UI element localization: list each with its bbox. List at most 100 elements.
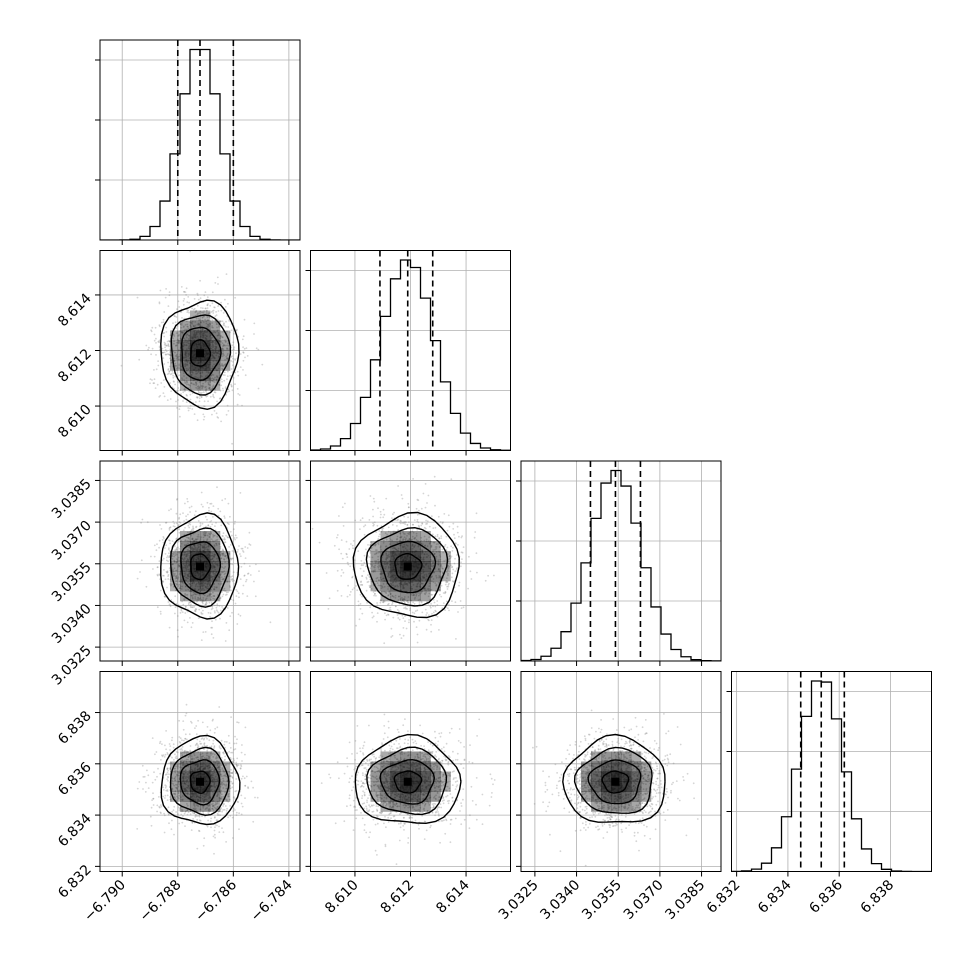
sample-point [227, 326, 230, 328]
sample-point [221, 364, 224, 367]
sample-point [189, 398, 192, 401]
sample-point [374, 564, 376, 567]
sample-point [201, 328, 204, 331]
density-cell [440, 571, 451, 582]
sample-point [344, 502, 346, 505]
sample-point [223, 374, 226, 376]
sample-point [218, 374, 221, 377]
sample-point [207, 312, 210, 315]
sample-point [206, 501, 209, 504]
sample-point [164, 578, 167, 581]
sample-point [243, 777, 246, 780]
sample-point [210, 593, 213, 595]
sample-point [189, 521, 192, 524]
sample-point [170, 508, 172, 511]
sample-point [206, 749, 209, 752]
sample-point [409, 531, 411, 534]
sample-point [218, 531, 221, 533]
sample-point [178, 736, 181, 738]
sample-point [178, 521, 181, 523]
sample-point [447, 584, 450, 586]
sample-point [161, 347, 164, 350]
sample-point [171, 787, 174, 790]
sample-point [231, 611, 233, 614]
sample-point [218, 372, 221, 375]
sample-point [399, 532, 401, 534]
sample-point [212, 312, 215, 314]
panel-frame [99, 460, 301, 662]
sample-point [173, 381, 175, 383]
sample-point [196, 313, 199, 316]
sample-point [199, 279, 202, 282]
sample-point [159, 610, 162, 613]
sample-point [451, 566, 453, 569]
sample-point [170, 330, 173, 332]
sample-point [174, 577, 177, 580]
sample-point [248, 543, 251, 545]
sample-point [435, 575, 437, 577]
sample-point [163, 341, 166, 344]
sample-point [236, 738, 238, 741]
sample-point [198, 387, 200, 390]
sample-point [357, 604, 360, 607]
sample-point [186, 394, 188, 397]
sample-point [241, 338, 244, 341]
sample-point [196, 599, 199, 601]
sample-point [230, 368, 233, 370]
sample-point [222, 770, 225, 772]
density-cell [220, 350, 231, 361]
sample-point [195, 317, 198, 320]
sample-point [174, 765, 177, 767]
sample-point [187, 383, 190, 386]
sample-point [206, 325, 209, 328]
sample-point [205, 395, 208, 398]
sample-point [188, 531, 191, 534]
sample-point [191, 538, 194, 540]
sample-point [163, 395, 166, 398]
sample-point [204, 534, 207, 537]
sample-point [215, 378, 218, 381]
sample-point [347, 563, 350, 566]
sample-point [183, 291, 186, 293]
sample-point [431, 533, 434, 536]
sample-point [415, 594, 418, 597]
sample-point [444, 591, 447, 593]
sample-point [475, 552, 478, 555]
sample-point [382, 539, 385, 542]
sample-point [147, 348, 150, 351]
sample-point [186, 594, 189, 596]
sample-point [375, 552, 378, 554]
sample-point [206, 316, 209, 319]
sample-point [173, 342, 175, 345]
sample-point [226, 581, 229, 583]
sample-point [206, 296, 209, 299]
sample-point [175, 548, 178, 551]
sample-point [220, 364, 223, 366]
sample-point [378, 579, 380, 582]
sample-point [218, 605, 221, 607]
sample-point [205, 310, 208, 312]
sample-point [194, 324, 197, 327]
sample-point [351, 544, 354, 547]
sample-point [377, 555, 379, 558]
sample-point [205, 390, 207, 392]
sample-point [403, 601, 406, 604]
sample-point [155, 751, 158, 753]
sample-point [200, 385, 203, 387]
sample-point [370, 565, 373, 568]
density-cell [400, 551, 411, 562]
sample-point [434, 526, 437, 529]
sample-point [171, 555, 174, 557]
sample-point [239, 492, 242, 494]
sample-point [197, 520, 200, 522]
sample-point [415, 539, 418, 541]
sample-point [361, 595, 363, 598]
sample-point [171, 563, 174, 565]
sample-point [209, 384, 212, 386]
sample-point [447, 567, 450, 570]
sample-point [187, 407, 190, 409]
sample-point [166, 794, 169, 797]
sample-point [191, 392, 194, 395]
sample-point [223, 344, 226, 347]
